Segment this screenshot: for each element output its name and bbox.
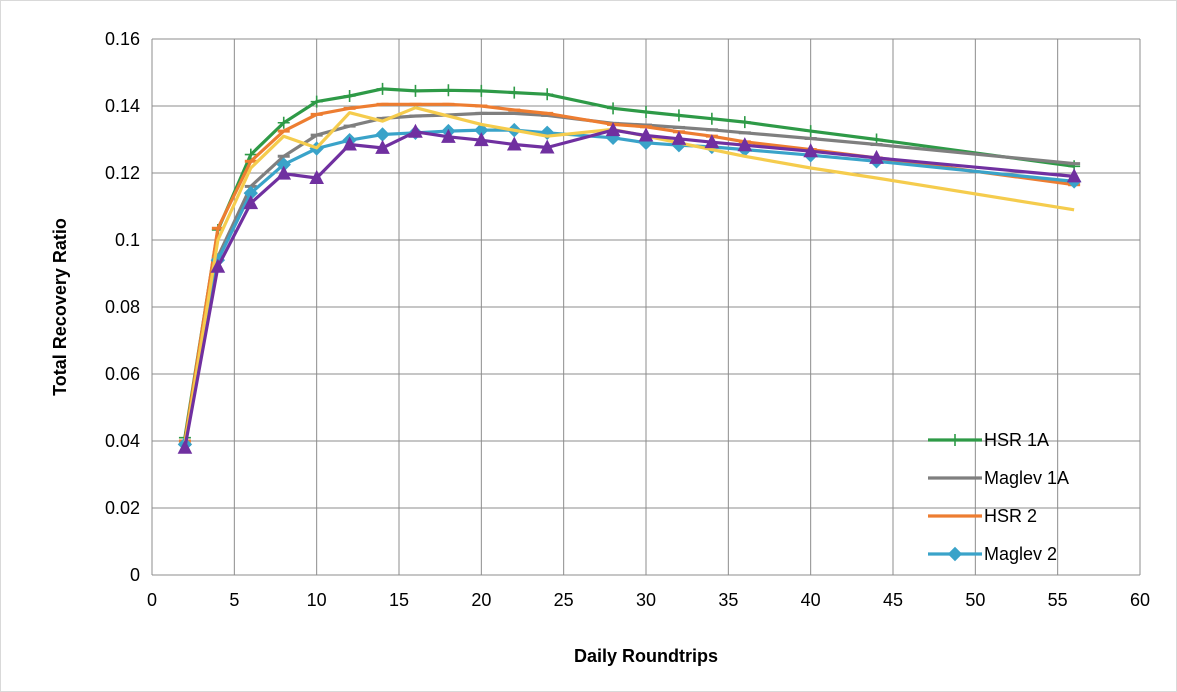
x-tick-label: 20 (471, 590, 491, 610)
plus-marker (310, 95, 323, 108)
triangle-marker (210, 258, 226, 273)
triangle-marker (506, 136, 522, 151)
series-line (183, 102, 1075, 442)
legend-item: Maglev 1A (928, 468, 1069, 488)
triangle-marker (177, 439, 193, 454)
plus-marker (277, 116, 290, 129)
legend: HSR 1A Maglev 1A HSR 2 Maglev 2 (928, 430, 1069, 564)
diamond-marker (947, 546, 963, 562)
x-tick-label: 40 (801, 590, 821, 610)
plus-marker (244, 148, 257, 161)
triangle-marker (276, 165, 292, 180)
y-tick-label: 0.06 (105, 364, 140, 384)
x-tick-label: 25 (554, 590, 574, 610)
diamond-marker (375, 127, 390, 142)
x-tick-label: 50 (965, 590, 985, 610)
triangle-marker (638, 127, 654, 142)
series-5 (177, 122, 1082, 454)
x-axis-title: Daily Roundtrips (574, 646, 718, 666)
y-axis-title: Total Recovery Ratio (50, 218, 70, 396)
series-line (183, 128, 1075, 448)
plus-marker (738, 116, 751, 129)
y-tick-label: 0.1 (115, 230, 140, 250)
x-tick-label: 45 (883, 590, 903, 610)
plus-marker (343, 89, 356, 102)
plus-marker (541, 88, 554, 101)
plus-marker (508, 86, 521, 99)
triangle-marker (737, 137, 753, 152)
plus-marker (376, 82, 389, 95)
y-tick-label: 0 (130, 565, 140, 585)
plus-marker (640, 106, 652, 119)
y-tick-label: 0.08 (105, 297, 140, 317)
legend-label: HSR 1A (984, 430, 1049, 450)
triangle-marker (803, 143, 818, 158)
series-line (183, 106, 1075, 445)
legend-label: HSR 2 (984, 506, 1037, 526)
legend-item: Maglev 2 (928, 544, 1057, 564)
y-tick-label: 0.02 (105, 498, 140, 518)
x-tick-label: 35 (718, 590, 738, 610)
triangle-marker (869, 149, 884, 164)
triangle-marker (605, 122, 621, 137)
triangle-marker (671, 130, 687, 145)
y-tick-labels: 0 0.02 0.04 0.06 0.08 0.1 0.12 0.14 0.16 (105, 29, 140, 585)
triangle-marker (474, 132, 489, 147)
plus-marker (672, 109, 685, 122)
plus-marker (705, 112, 718, 125)
plus-marker (804, 125, 817, 138)
y-tick-label: 0.16 (105, 29, 140, 49)
series-lines (177, 82, 1082, 454)
plus-marker (409, 84, 422, 97)
triangle-marker (539, 139, 555, 154)
plus-marker (475, 84, 488, 97)
triangle-marker (243, 195, 259, 210)
plus-marker (442, 84, 455, 97)
series-4 (183, 106, 1075, 445)
x-tick-label: 15 (389, 590, 409, 610)
x-tick-label: 30 (636, 590, 656, 610)
triangle-marker (1066, 168, 1082, 183)
x-tick-labels: 0 5 10 15 20 25 30 35 40 45 50 55 60 (147, 590, 1150, 610)
series-2 (178, 102, 1081, 443)
x-tick-label: 55 (1048, 590, 1068, 610)
triangle-marker (375, 139, 390, 154)
y-tick-label: 0.12 (105, 163, 140, 183)
legend-item: HSR 1A (928, 430, 1049, 450)
y-tick-label: 0.14 (105, 96, 140, 116)
legend-label: Maglev 2 (984, 544, 1057, 564)
plus-marker (949, 434, 961, 446)
x-tick-label: 60 (1130, 590, 1150, 610)
x-tick-label: 10 (307, 590, 327, 610)
x-tick-label: 5 (229, 590, 239, 610)
gridlines (151, 38, 1141, 576)
triangle-marker (342, 136, 357, 151)
legend-label: Maglev 1A (984, 468, 1069, 488)
series-0 (178, 82, 1081, 444)
y-tick-label: 0.04 (105, 431, 140, 451)
triangle-marker (704, 134, 720, 149)
triangle-marker (309, 169, 324, 185)
triangle-marker (408, 123, 423, 138)
legend-item: HSR 2 (928, 506, 1037, 526)
triangle-marker (441, 128, 456, 143)
x-tick-label: 0 (147, 590, 157, 610)
plus-marker (607, 102, 620, 115)
